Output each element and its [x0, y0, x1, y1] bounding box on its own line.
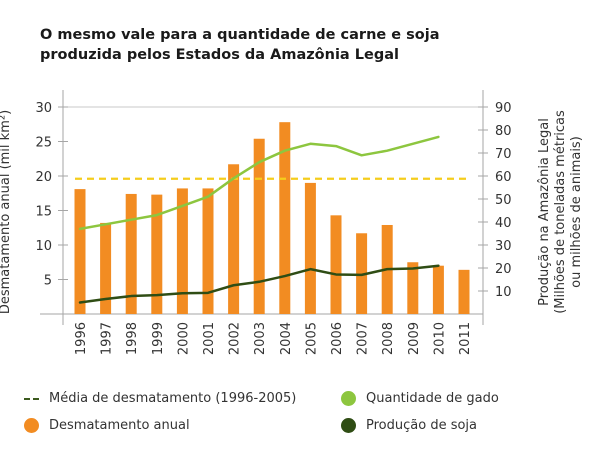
bar-2006 — [330, 215, 342, 314]
y2-tick-label: 60 — [495, 170, 512, 185]
x-tick-label-2007: 2007 — [356, 322, 371, 355]
x-tick-label-2008: 2008 — [381, 322, 396, 355]
y-tick-label: 30 — [35, 101, 52, 116]
bars — [74, 122, 470, 315]
y-tick-label: 25 — [35, 136, 52, 151]
x-tick-labels: 1996 1997 1998 1999 2000 2001 2002 2003 2004 2005… — [74, 322, 473, 355]
x-tick-label-1996: 1996 — [74, 322, 89, 355]
x-tick-label-2005: 2005 — [304, 322, 319, 355]
x-tick-label-1998: 1998 — [125, 322, 140, 355]
y-tick-label: 15 — [35, 205, 52, 220]
y2-axis-title-line-2: (Milhões de toneladas métricas — [553, 110, 568, 314]
chart-title-line-1: O mesmo vale para a quantidade de carne … — [40, 27, 440, 43]
dashed-line-icon — [24, 391, 39, 406]
x-tick-label-2011: 2011 — [458, 322, 473, 355]
y2-tick-label: 40 — [495, 216, 512, 231]
bar-2005 — [304, 182, 316, 314]
y-tick-label: 20 — [35, 170, 52, 185]
legend-label-deforestation: Desmatamento anual — [49, 418, 190, 433]
bar-2010 — [432, 265, 444, 314]
y2-axis-title-line-3: ou milhões de animais) — [569, 136, 584, 288]
light-green-dot-icon — [341, 391, 356, 406]
bar-2009 — [407, 262, 419, 314]
y-axis-title: Desmatamento anual (mil km²) — [0, 110, 13, 314]
bar-2004 — [279, 122, 291, 315]
y2-tick-label: 80 — [495, 124, 512, 139]
legend-label-cattle: Quantidade de gado — [366, 391, 499, 406]
bar-1998 — [125, 193, 137, 314]
orange-dot-icon — [24, 418, 39, 433]
axes: 5 10 15 20 25 30 10 20 30 40 50 60 70 80 90 — [35, 90, 512, 325]
legend-label-soy: Produção de soja — [366, 418, 478, 433]
legend-label-average: Média de desmatamento (1996-2005) — [49, 391, 297, 406]
y-tick-label: 5 — [44, 274, 52, 289]
y-tick-label: 10 — [35, 239, 52, 254]
bar-2002 — [228, 164, 240, 314]
y2-tick-label: 10 — [495, 285, 512, 300]
y2-axis-title: Produção na Amazônia Legal (Milhões de t… — [537, 110, 584, 314]
bar-1997 — [100, 222, 112, 314]
y2-tick-label: 90 — [495, 101, 512, 116]
x-tick-label-2009: 2009 — [407, 322, 422, 355]
y2-tick-label: 50 — [495, 193, 512, 208]
legend-item-deforestation[interactable]: Desmatamento anual — [24, 418, 190, 433]
x-tick-label-2004: 2004 — [279, 322, 294, 355]
y2-axis-title-line-1: Produção na Amazônia Legal — [537, 118, 552, 306]
lines — [78, 135, 440, 304]
chart-title: O mesmo vale para a quantidade de carne … — [40, 25, 540, 65]
x-tick-label-2002: 2002 — [228, 322, 243, 355]
y2-tick-label: 20 — [495, 262, 512, 277]
x-tick-label-1999: 1999 — [151, 322, 166, 355]
x-tick-label-2006: 2006 — [330, 322, 345, 355]
legend-item-soy[interactable]: Produção de soja — [341, 418, 477, 433]
bar-1999 — [151, 194, 163, 314]
bar-2011 — [458, 269, 470, 314]
dark-green-dot-icon — [341, 418, 356, 433]
bar-2000 — [176, 188, 188, 314]
x-tick-label-1997: 1997 — [100, 322, 115, 355]
x-tick-label-2001: 2001 — [202, 322, 217, 355]
legend-item-cattle[interactable]: Quantidade de gado — [341, 391, 499, 406]
bar-2001 — [202, 188, 214, 314]
x-tick-label-2000: 2000 — [176, 322, 191, 355]
y2-tick-label: 30 — [495, 239, 512, 254]
x-tick-label-2010: 2010 — [432, 322, 447, 355]
bar-2003 — [253, 138, 265, 314]
x-tick-label-2003: 2003 — [253, 322, 268, 355]
chart-title-line-2: produzida pelos Estados da Amazônia Lega… — [40, 47, 399, 63]
bar-1996 — [74, 189, 86, 314]
y2-tick-label: 70 — [495, 147, 512, 162]
legend-item-average[interactable]: Média de desmatamento (1996-2005) — [24, 391, 296, 406]
